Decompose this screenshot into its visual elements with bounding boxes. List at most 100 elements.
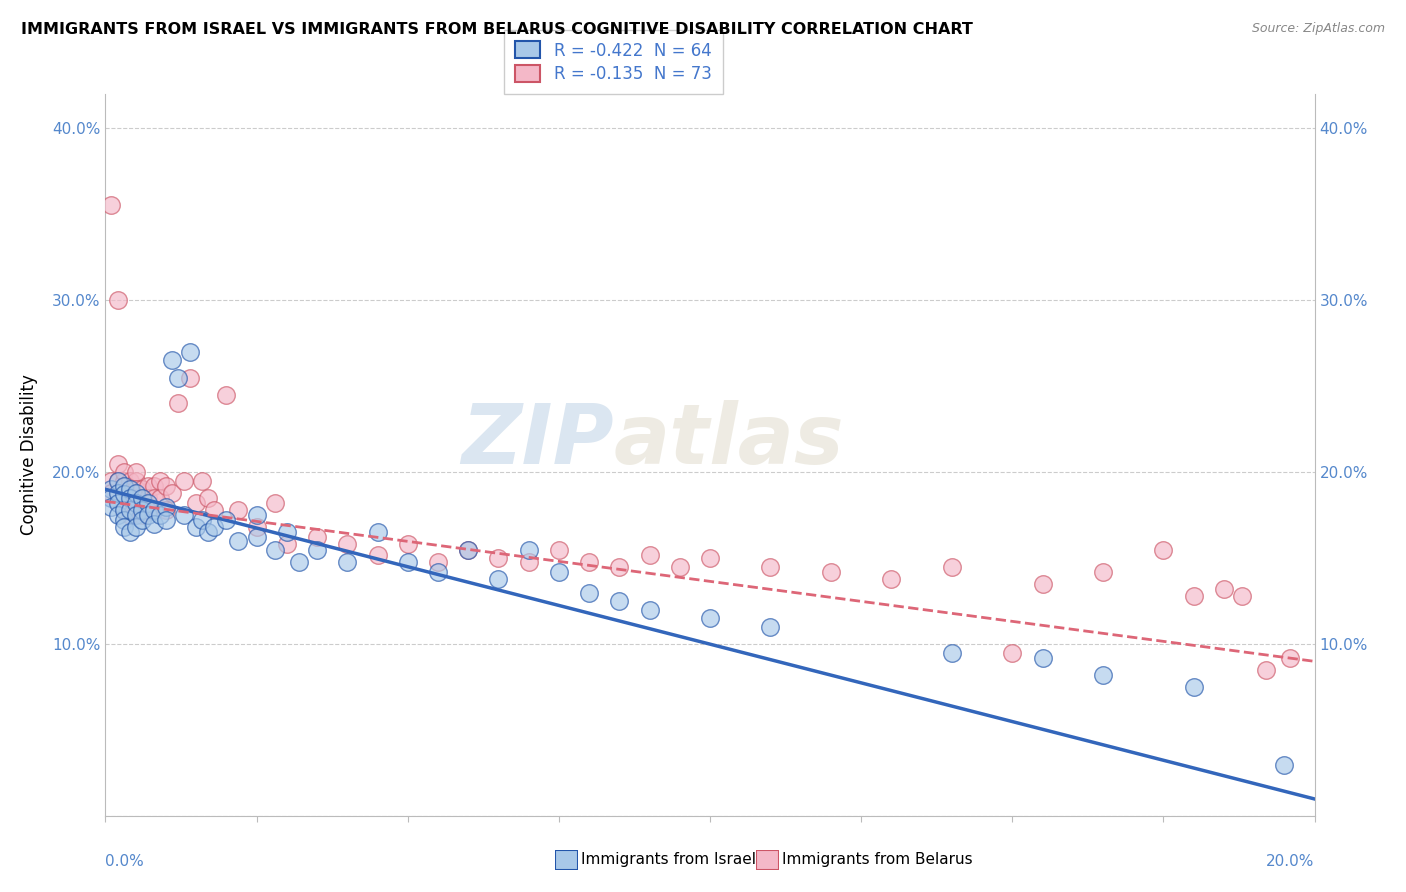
Point xyxy=(155,479,177,493)
Point xyxy=(276,525,298,540)
Point xyxy=(1001,646,1024,660)
Point xyxy=(396,537,419,551)
Point xyxy=(142,516,165,531)
Point xyxy=(100,485,122,500)
Text: IMMIGRANTS FROM ISRAEL VS IMMIGRANTS FROM BELARUS COGNITIVE DISABILITY CORRELATI: IMMIGRANTS FROM ISRAEL VS IMMIGRANTS FRO… xyxy=(21,22,973,37)
Point xyxy=(488,551,510,566)
Point xyxy=(1274,757,1296,772)
Point xyxy=(336,555,359,569)
Point xyxy=(112,474,135,488)
Point xyxy=(1032,577,1054,591)
Point xyxy=(107,457,129,471)
Point xyxy=(578,555,600,569)
Point xyxy=(699,611,721,625)
Point xyxy=(160,485,183,500)
Text: Source: ZipAtlas.com: Source: ZipAtlas.com xyxy=(1251,22,1385,36)
Point xyxy=(336,537,359,551)
Point xyxy=(366,548,388,562)
Point xyxy=(307,531,329,545)
Point xyxy=(1182,589,1205,603)
Point xyxy=(136,503,159,517)
Point xyxy=(107,293,129,307)
Point xyxy=(517,542,540,557)
Point xyxy=(1212,582,1236,596)
Point xyxy=(131,491,153,505)
Text: 20.0%: 20.0% xyxy=(1267,854,1315,869)
Point xyxy=(155,500,177,514)
Point xyxy=(1279,651,1302,665)
Point xyxy=(366,525,388,540)
Point xyxy=(457,542,479,557)
Point xyxy=(276,537,298,551)
Point xyxy=(578,585,600,599)
Point xyxy=(191,474,214,488)
Text: ZIP: ZIP xyxy=(461,400,613,481)
Point xyxy=(124,520,148,534)
Point xyxy=(100,474,122,488)
Point xyxy=(186,496,208,510)
Point xyxy=(160,353,183,368)
Point xyxy=(107,496,129,510)
Point xyxy=(112,503,135,517)
Point xyxy=(149,491,172,505)
Point xyxy=(142,479,165,493)
Point xyxy=(246,508,269,523)
Point xyxy=(179,344,201,359)
Point xyxy=(488,572,510,586)
Point xyxy=(638,603,661,617)
Point xyxy=(638,548,661,562)
Point xyxy=(197,525,219,540)
Point xyxy=(759,559,782,574)
Point xyxy=(173,474,195,488)
Point xyxy=(112,479,135,493)
Point xyxy=(124,491,148,505)
Point xyxy=(263,496,285,510)
Point xyxy=(100,483,122,497)
Point xyxy=(1153,542,1175,557)
Point xyxy=(759,620,782,634)
Point xyxy=(131,508,153,523)
Point xyxy=(124,508,148,523)
Y-axis label: Cognitive Disability: Cognitive Disability xyxy=(20,375,38,535)
Point xyxy=(548,565,571,579)
Point xyxy=(136,491,159,505)
Point xyxy=(149,474,172,488)
Point xyxy=(112,479,135,493)
Point xyxy=(1182,680,1205,694)
Point xyxy=(149,508,172,523)
Text: Immigrants from Israel: Immigrants from Israel xyxy=(581,853,755,867)
Text: atlas: atlas xyxy=(613,400,844,481)
Point xyxy=(136,479,159,493)
Point xyxy=(517,555,540,569)
Point xyxy=(136,496,159,510)
Point xyxy=(100,198,122,212)
Point xyxy=(820,565,842,579)
Point xyxy=(202,520,225,534)
Point xyxy=(186,520,208,534)
Point xyxy=(941,559,963,574)
Point xyxy=(288,555,311,569)
Point xyxy=(124,483,148,497)
Point xyxy=(197,491,219,505)
Point xyxy=(167,396,190,410)
Point xyxy=(118,474,141,488)
Text: 0.0%: 0.0% xyxy=(105,854,145,869)
Point xyxy=(124,465,148,479)
Point xyxy=(124,485,148,500)
Point xyxy=(191,513,214,527)
Point xyxy=(609,559,631,574)
Point xyxy=(131,496,153,510)
Point xyxy=(107,485,129,500)
Point xyxy=(1092,668,1115,682)
Point xyxy=(457,542,479,557)
Point xyxy=(202,503,225,517)
Point xyxy=(124,503,148,517)
Point xyxy=(155,503,177,517)
Point xyxy=(215,513,238,527)
Point xyxy=(107,508,129,523)
Point xyxy=(880,572,903,586)
Point xyxy=(699,551,721,566)
Point xyxy=(609,594,631,608)
Point xyxy=(142,491,165,505)
Point xyxy=(941,646,963,660)
